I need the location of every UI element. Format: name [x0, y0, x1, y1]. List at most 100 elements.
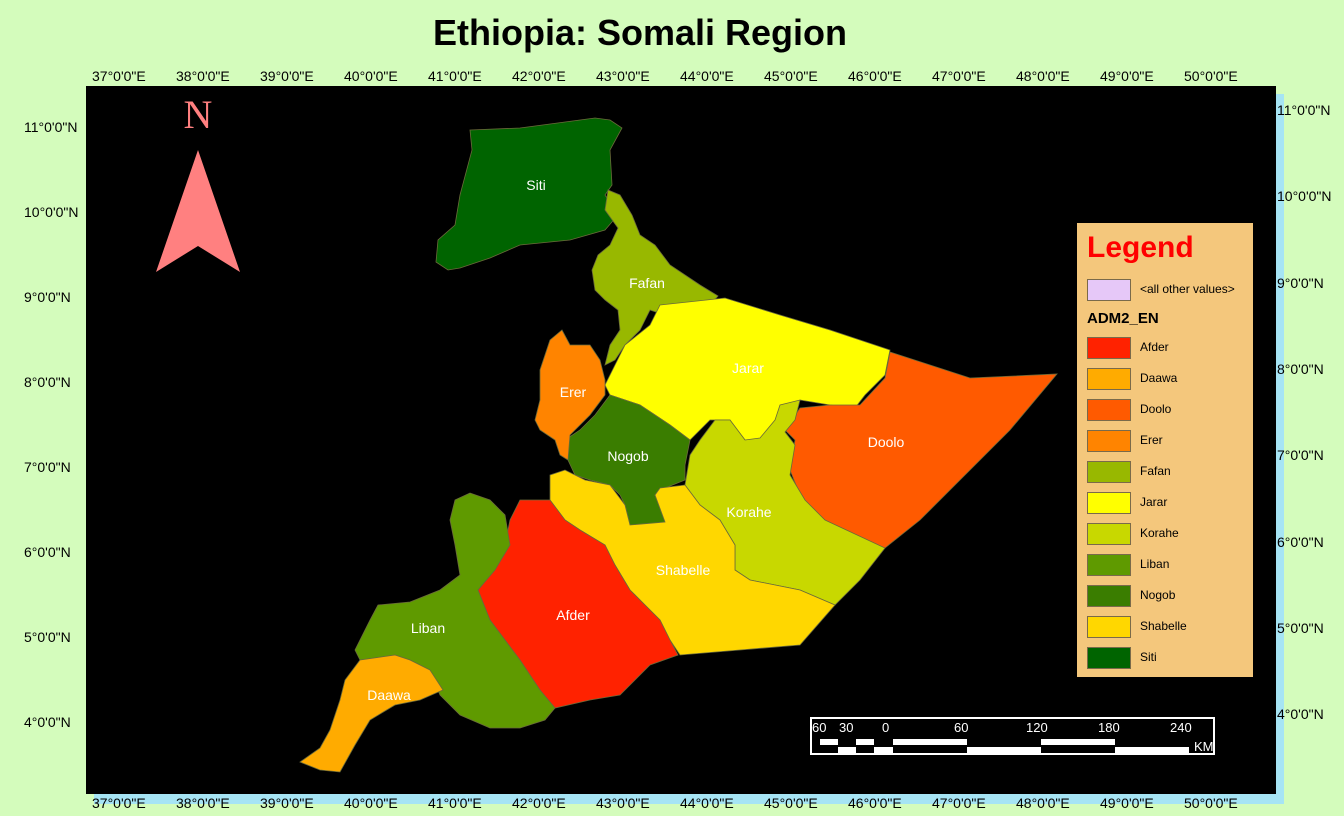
legend-swatch — [1087, 461, 1131, 483]
region-label: Siti — [526, 177, 545, 193]
latitude-label-left: 10°0'0"N — [24, 204, 79, 220]
scale-tick-label: 60 — [954, 720, 969, 735]
longitude-label-bottom: 49°0'0"E — [1100, 795, 1154, 811]
longitude-label-top: 47°0'0"E — [932, 68, 986, 84]
latitude-label-right: 11°0'0"N — [1277, 102, 1331, 118]
region-label: Afder — [556, 607, 590, 623]
scale-segment — [1041, 739, 1115, 745]
legend-swatch — [1087, 430, 1131, 452]
legend-swatch — [1087, 554, 1131, 576]
legend-title: Legend — [1087, 231, 1194, 264]
region-label: Doolo — [868, 434, 905, 450]
latitude-label-left: 4°0'0"N — [24, 714, 71, 730]
legend-swatch — [1087, 368, 1131, 390]
latitude-label-left: 8°0'0"N — [24, 374, 71, 390]
latitude-label-left: 11°0'0"N — [24, 119, 78, 135]
region-label: Nogob — [607, 448, 648, 464]
region-siti — [435, 117, 623, 271]
longitude-label-top: 48°0'0"E — [1016, 68, 1070, 84]
scale-segment — [893, 739, 967, 745]
legend-label: Erer — [1140, 433, 1163, 447]
longitude-label-top: 41°0'0"E — [428, 68, 482, 84]
legend-label: Afder — [1140, 340, 1169, 354]
latitude-label-right: 7°0'0"N — [1277, 447, 1324, 464]
region-liban — [354, 492, 556, 729]
legend-swatch — [1087, 523, 1131, 545]
legend-field-name: ADM2_EN — [1087, 310, 1159, 327]
longitude-label-top: 45°0'0"E — [764, 68, 818, 84]
longitude-label-bottom: 40°0'0"E — [344, 795, 398, 811]
longitude-label-top: 46°0'0"E — [848, 68, 902, 84]
north-arrow: N — [156, 92, 240, 272]
scale-segment — [967, 747, 1041, 753]
scale-segment — [1115, 747, 1189, 753]
longitude-label-top: 44°0'0"E — [680, 68, 734, 84]
scale-segment — [874, 747, 893, 753]
longitude-label-top: 40°0'0"E — [344, 68, 398, 84]
latitude-label-right: 6°0'0"N — [1277, 533, 1324, 550]
region-label: Daawa — [367, 687, 411, 703]
legend-label: Nogob — [1140, 588, 1176, 602]
legend-label: Doolo — [1140, 402, 1172, 416]
legend-label: Daawa — [1140, 371, 1178, 385]
scale-bar: 60 30 0 60 120 180 240 KM — [810, 717, 1215, 755]
longitude-label-bottom: 47°0'0"E — [932, 795, 986, 811]
longitude-label-bottom: 46°0'0"E — [848, 795, 902, 811]
region-label: Liban — [411, 620, 445, 636]
longitude-label-top: 38°0'0"E — [176, 68, 230, 84]
longitude-label-top: 49°0'0"E — [1100, 68, 1154, 84]
longitude-label-top: 37°0'0"E — [92, 68, 146, 84]
scale-tick-label: 180 — [1098, 720, 1120, 735]
legend-label: Fafan — [1140, 464, 1171, 478]
scale-segment — [856, 739, 874, 745]
region-daawa — [299, 654, 444, 773]
scale-segment — [838, 747, 856, 753]
longitude-label-top: 50°0'0"E — [1184, 68, 1238, 84]
scale-tick-label: 30 — [839, 720, 854, 735]
longitude-label-top: 39°0'0"E — [260, 68, 314, 84]
legend-label: Shabelle — [1140, 619, 1187, 633]
region-label: Erer — [560, 384, 587, 400]
longitude-label-bottom: 41°0'0"E — [428, 795, 482, 811]
legend-label: <all other values> — [1140, 282, 1235, 296]
longitude-label-bottom: 42°0'0"E — [512, 795, 566, 811]
longitude-label-bottom: 39°0'0"E — [260, 795, 314, 811]
latitude-label-left: 9°0'0"N — [24, 289, 71, 305]
legend-label: Korahe — [1140, 526, 1179, 540]
longitude-label-bottom: 37°0'0"E — [92, 795, 146, 811]
scale-tick-label: 60 — [812, 720, 827, 735]
scale-tick-label: 240 — [1170, 720, 1192, 735]
legend-swatch — [1087, 492, 1131, 514]
north-label: N — [184, 92, 213, 137]
legend-swatch — [1087, 337, 1131, 359]
legend-swatch — [1087, 399, 1131, 421]
scale-tick-label: 0 — [882, 720, 890, 735]
latitude-label-left: 7°0'0"N — [24, 459, 71, 475]
region-label: Shabelle — [656, 562, 711, 578]
legend-label: Siti — [1140, 650, 1157, 664]
latitude-label-right: 4°0'0"N — [1277, 706, 1324, 723]
legend-label: Liban — [1140, 557, 1170, 571]
scale-unit: KM — [1194, 739, 1214, 754]
latitude-label-left: 6°0'0"N — [24, 544, 71, 560]
latitude-label-left: 5°0'0"N — [24, 629, 71, 645]
latitude-label-right: 8°0'0"N — [1277, 360, 1324, 377]
region-label: Jarar — [732, 360, 764, 376]
longitude-label-bottom: 43°0'0"E — [596, 795, 650, 811]
scale-tick-label: 120 — [1026, 720, 1048, 735]
legend: Legend <all other values> ADM2_EN Afder D… — [1077, 223, 1253, 677]
region-label: Fafan — [629, 275, 665, 291]
legend-label: Jarar — [1140, 495, 1168, 509]
longitude-label-bottom: 48°0'0"E — [1016, 795, 1070, 811]
longitude-label-bottom: 45°0'0"E — [764, 795, 818, 811]
longitude-label-top: 43°0'0"E — [596, 68, 650, 84]
latitude-label-right: 10°0'0"N — [1277, 188, 1332, 205]
region-erer — [534, 329, 606, 461]
latitude-label-right: 5°0'0"N — [1277, 619, 1324, 636]
region-label: Korahe — [726, 504, 771, 520]
map-title: Ethiopia: Somali Region — [432, 12, 848, 53]
legend-swatch — [1087, 279, 1131, 301]
longitude-label-bottom: 44°0'0"E — [680, 795, 734, 811]
longitude-label-top: 42°0'0"E — [512, 68, 566, 84]
